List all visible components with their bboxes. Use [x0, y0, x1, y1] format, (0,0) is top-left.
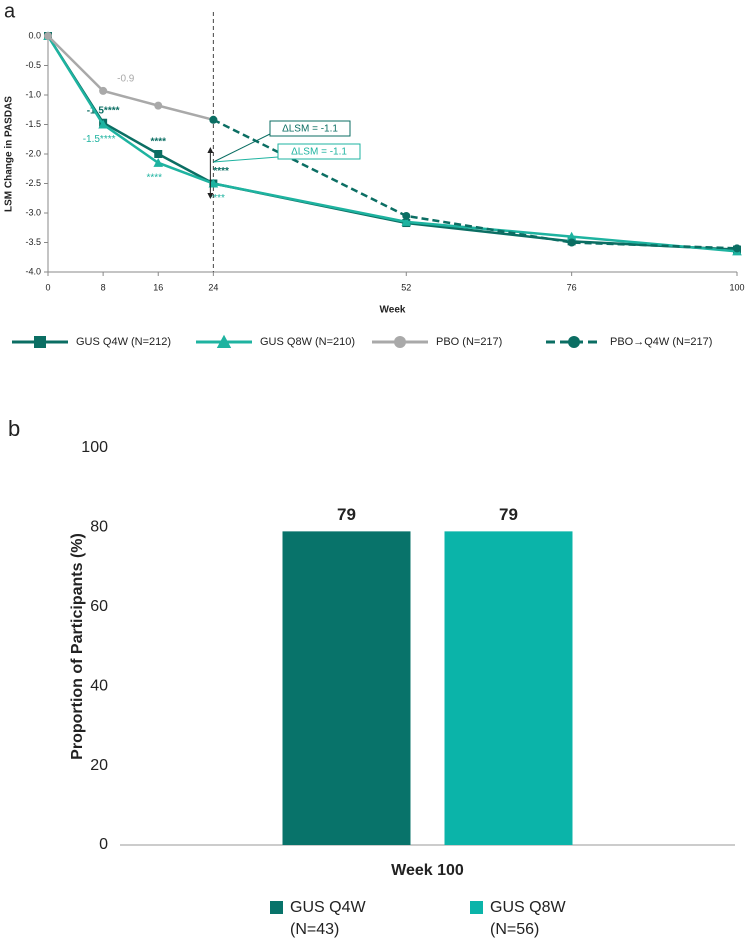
- marker: [733, 244, 741, 253]
- x-tick-label: 52: [401, 282, 411, 292]
- value-label: -0.9: [117, 74, 135, 85]
- value-label: -1.5****: [87, 105, 120, 116]
- annotation: ΔLSM = -1.1: [291, 147, 347, 158]
- legend-label: GUS Q8W (N=210): [260, 336, 355, 348]
- y-tick-label: -1.5: [25, 119, 41, 129]
- value-label: ****: [213, 166, 229, 177]
- legend-marker: [34, 336, 46, 348]
- legend-marker: [394, 336, 406, 348]
- legend-swatch: [270, 901, 283, 914]
- annotation-leader: [213, 156, 279, 163]
- bar: [282, 531, 411, 845]
- marker: [154, 101, 163, 110]
- x-tick-label: 24: [208, 282, 218, 292]
- series-line: [212, 118, 738, 250]
- legend-label: GUS Q8W (N=56): [490, 899, 566, 938]
- x-tick-label: 0: [45, 282, 50, 292]
- legend-label: GUS Q4W (N=43): [290, 899, 366, 938]
- y-tick-label: 80: [90, 519, 108, 536]
- y-tick-label: -3.0: [25, 207, 41, 217]
- annotation-leader: [213, 133, 271, 163]
- y-tick-label: 60: [90, 598, 108, 615]
- y-axis-label: Proportion of Participants (%): [69, 533, 86, 760]
- x-tick-label: 8: [101, 282, 106, 292]
- marker: [402, 211, 411, 220]
- series-line: [47, 35, 214, 121]
- legend-swatch: [470, 901, 483, 914]
- annotation: ΔLSM = -1.1: [282, 124, 338, 135]
- legend-label: PBO→Q4W (N=217): [610, 336, 712, 348]
- legend-item: GUS Q8W (N=56): [470, 897, 580, 941]
- marker: [153, 158, 164, 167]
- y-tick-label: -1.0: [25, 89, 41, 99]
- marker: [567, 238, 576, 247]
- panel-label: b: [8, 416, 20, 441]
- legend-label: PBO (N=217): [436, 336, 502, 348]
- x-tick-label: 16: [153, 282, 163, 292]
- value-label: ****: [146, 172, 162, 183]
- value-label: ****: [150, 137, 166, 148]
- y-tick-label: -2.0: [25, 148, 41, 158]
- marker: [98, 119, 108, 129]
- x-tick-label: 100: [729, 282, 744, 292]
- value-label: -1.5****: [83, 134, 116, 145]
- y-axis-label: LSM Change in PASDAS: [4, 96, 15, 212]
- y-tick-label: 0.0: [28, 30, 41, 40]
- legend-marker: [568, 336, 580, 348]
- legend-item: GUS Q4W (N=43): [270, 897, 380, 941]
- annotation-box: [277, 143, 361, 160]
- panel-label: a: [4, 0, 16, 22]
- bar: [444, 531, 573, 845]
- marker: [99, 86, 108, 95]
- y-tick-label: -2.5: [25, 178, 41, 188]
- x-tick-label: Week 100: [391, 862, 464, 879]
- y-tick-label: 0: [99, 836, 108, 853]
- legend-marker: [216, 334, 232, 348]
- y-tick-label: -0.5: [25, 60, 41, 70]
- value-label: 79: [337, 505, 356, 524]
- value-label: 79: [499, 505, 518, 524]
- y-tick-label: 20: [90, 757, 108, 774]
- marker: [566, 231, 577, 241]
- value-label: ****: [209, 193, 225, 204]
- annotation-box: [269, 120, 351, 137]
- y-tick-label: 40: [90, 677, 108, 694]
- y-tick-label: -4.0: [25, 266, 41, 276]
- marker: [44, 32, 52, 40]
- y-tick-label: 100: [81, 439, 108, 456]
- y-tick-label: -3.5: [25, 237, 41, 247]
- marker: [401, 217, 412, 226]
- x-axis-label: Week: [380, 305, 406, 316]
- marker: [154, 150, 163, 158]
- marker: [209, 115, 218, 124]
- x-tick-label: 76: [567, 282, 577, 292]
- legend-label: GUS Q4W (N=212): [76, 336, 171, 348]
